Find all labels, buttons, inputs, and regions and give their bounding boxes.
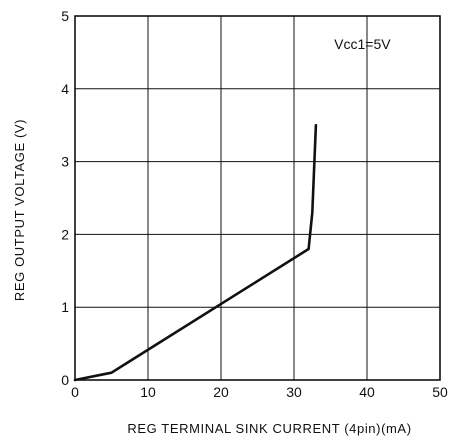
- x-axis-label: REG TERMINAL SINK CURRENT (4pin)(mA): [127, 421, 411, 436]
- series-line-0: [73, 123, 318, 382]
- y-axis-label: REG OUTPUT VOLTAGE (V): [12, 119, 27, 301]
- y-tick-label-0: 0: [61, 372, 69, 388]
- x-tick-label-2: 20: [213, 384, 229, 400]
- condition-annotation: Vcc1=5V: [334, 36, 391, 52]
- plot-frame: [74, 15, 441, 381]
- y-tick-label-3: 3: [61, 154, 69, 170]
- y-tick-label-1: 1: [61, 299, 69, 315]
- x-tick-label-4: 40: [359, 384, 375, 400]
- x-tick-label-3: 30: [286, 384, 302, 400]
- x-tick-label-0: 0: [71, 384, 79, 400]
- x-tick-label-1: 10: [140, 384, 156, 400]
- series-layer: [73, 123, 318, 382]
- y-tick-label-5: 5: [61, 8, 69, 24]
- y-tick-label-4: 4: [61, 81, 69, 97]
- y-tick-label-2: 2: [61, 226, 69, 242]
- x-tick-label-5: 50: [432, 384, 448, 400]
- x-tick-labels: 0 10 20 30 40 50: [71, 384, 448, 400]
- grid-lines: [75, 16, 440, 380]
- y-tick-labels: 0 1 2 3 4 5: [61, 8, 69, 388]
